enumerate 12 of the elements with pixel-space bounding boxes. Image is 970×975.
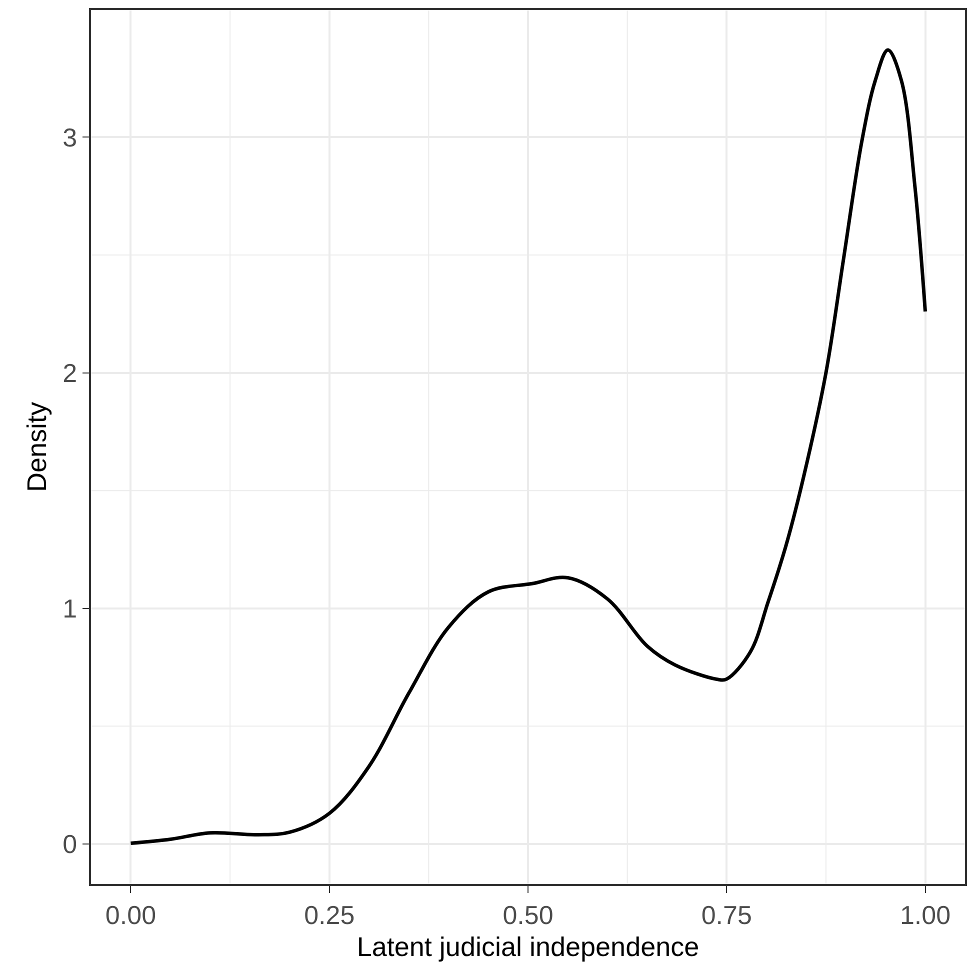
x-axis-title: Latent judicial independence: [356, 932, 700, 962]
y-axis-title: Density: [22, 401, 52, 492]
x-tick-label: 1.00: [900, 900, 951, 930]
x-tick-label: 0.50: [502, 900, 554, 930]
y-tick-label: 3: [62, 122, 78, 152]
y-tick-label: 0: [62, 829, 78, 860]
line-series: [128, 48, 928, 845]
x-tick-label: 0.25: [304, 900, 355, 930]
y-tick-label: 1: [62, 593, 78, 624]
y-tick-label: 2: [62, 358, 78, 388]
x-tick-label: 0.75: [701, 900, 752, 930]
x-tick-label: 0.00: [105, 900, 156, 930]
